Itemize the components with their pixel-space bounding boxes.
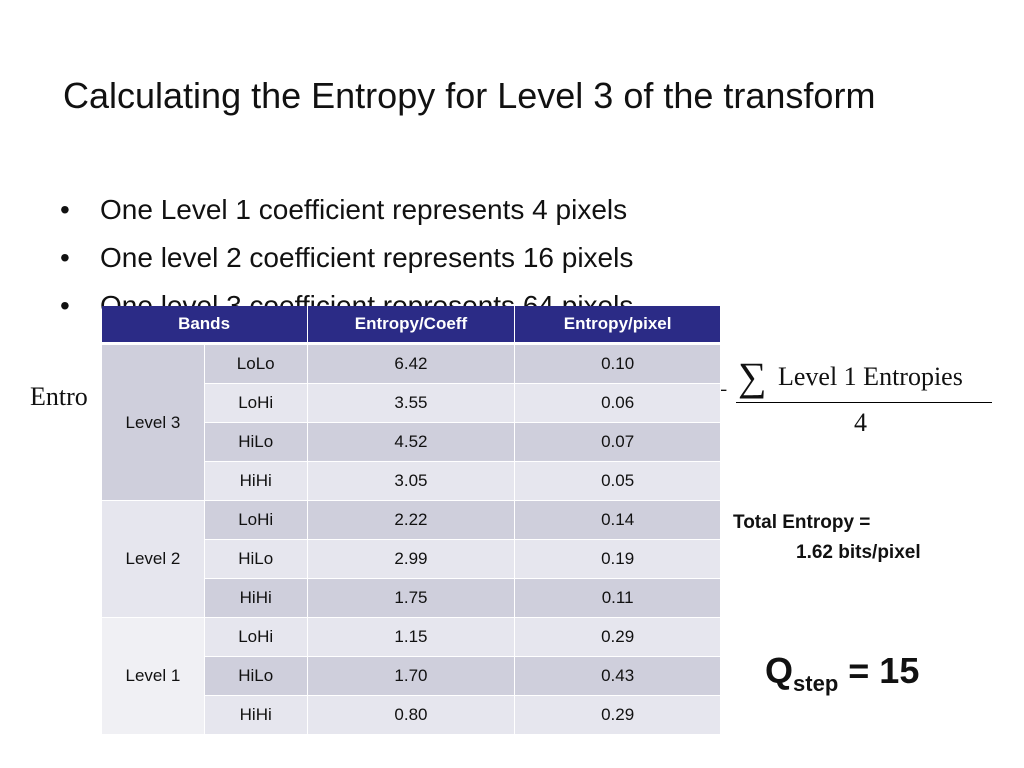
pixel-cell: 0.06 — [514, 383, 721, 423]
table-row: HiLo 1.70 0.43 — [102, 656, 721, 696]
formula-left-fragment: Entro — [30, 382, 88, 411]
level-cell: Level 3 — [101, 343, 205, 501]
band-cell: LoHi — [203, 500, 308, 540]
qstep-value: Qstep = 15 — [765, 650, 919, 697]
band-cell: HiHi — [203, 578, 308, 618]
slide-title: Calculating the Entropy for Level 3 of t… — [63, 75, 876, 116]
bullet-item: • One level 2 coefficient represents 16 … — [60, 234, 633, 282]
header-entropy-pixel: Entropy/pixel — [514, 306, 721, 345]
pixel-cell: 0.19 — [514, 539, 721, 579]
total-entropy-value: 1.62 bits/pixel — [796, 542, 921, 563]
table-row: Level 1 LoHi 1.15 0.29 — [101, 617, 721, 735]
entropy-table: Bands Entropy/Coeff Entropy/pixel Level … — [101, 306, 721, 735]
band-cell: HiLo — [203, 656, 308, 696]
coeff-cell: 3.55 — [306, 383, 516, 423]
band-cell: LoHi — [203, 617, 308, 657]
pixel-cell: 0.14 — [514, 500, 721, 540]
total-entropy: Total Entropy = 1.62 bits/pixel — [733, 508, 921, 568]
table-row: HiHi 1.75 0.11 — [102, 578, 721, 618]
table-row: LoHi 3.55 0.06 — [102, 383, 721, 423]
table-row: HiLo 2.99 0.19 — [102, 539, 721, 579]
formula-numerator: Level 1 Entropies — [778, 362, 963, 391]
entropy-formula: + ∑ Level 1 Entropies 4 — [712, 354, 1012, 444]
coeff-cell: 4.52 — [306, 422, 516, 462]
table-row: HiLo 4.52 0.07 — [102, 422, 721, 462]
pixel-cell: 0.29 — [514, 695, 721, 735]
total-entropy-label: Total Entropy = — [733, 512, 871, 533]
level-cell: Level 2 — [101, 500, 205, 618]
bullet-dot: • — [60, 194, 70, 225]
coeff-cell: 0.80 — [306, 695, 516, 735]
band-cell: HiLo — [203, 539, 308, 579]
band-cell: LoHi — [203, 383, 308, 423]
bullet-item: • One Level 1 coefficient represents 4 p… — [60, 186, 633, 234]
sigma-symbol: ∑ — [738, 354, 767, 399]
band-cell: LoLo — [203, 343, 308, 384]
table-row: HiHi 3.05 0.05 — [102, 461, 721, 501]
table-header-row: Bands Entropy/Coeff Entropy/pixel — [101, 306, 721, 345]
pixel-cell: 0.10 — [514, 343, 721, 384]
bullet-dot: • — [60, 242, 70, 273]
coeff-cell: 6.42 — [306, 343, 516, 384]
table-row: Level 3 LoLo 6.42 0.10 — [101, 343, 721, 501]
header-entropy-coeff: Entropy/Coeff — [307, 306, 516, 345]
fraction-line — [736, 402, 992, 403]
bullet-dot: • — [60, 290, 70, 321]
pixel-cell: 0.29 — [514, 617, 721, 657]
band-cell: HiLo — [203, 422, 308, 462]
band-cell: HiHi — [203, 695, 308, 735]
coeff-cell: 2.22 — [306, 500, 516, 540]
table-row: HiHi 0.80 0.29 — [102, 695, 721, 735]
coeff-cell: 2.99 — [306, 539, 516, 579]
qstep-subscript: step — [793, 671, 839, 696]
coeff-cell: 3.05 — [306, 461, 516, 501]
bullet-text: One level 2 coefficient represents 16 pi… — [100, 242, 634, 273]
qstep-q: Q — [765, 650, 794, 691]
level-cell: Level 1 — [101, 617, 205, 735]
pixel-cell: 0.43 — [514, 656, 721, 696]
bullet-text: One Level 1 coefficient represents 4 pix… — [100, 194, 628, 225]
pixel-cell: 0.05 — [514, 461, 721, 501]
formula-denominator: 4 — [854, 408, 867, 437]
coeff-cell: 1.75 — [306, 578, 516, 618]
coeff-cell: 1.15 — [306, 617, 516, 657]
coeff-cell: 1.70 — [306, 656, 516, 696]
qstep-rest: = 15 — [838, 650, 920, 691]
band-cell: HiHi — [203, 461, 308, 501]
pixel-cell: 0.07 — [514, 422, 721, 462]
pixel-cell: 0.11 — [514, 578, 721, 618]
table-row: Level 2 LoHi 2.22 0.14 — [101, 500, 721, 618]
header-bands: Bands — [101, 306, 308, 345]
